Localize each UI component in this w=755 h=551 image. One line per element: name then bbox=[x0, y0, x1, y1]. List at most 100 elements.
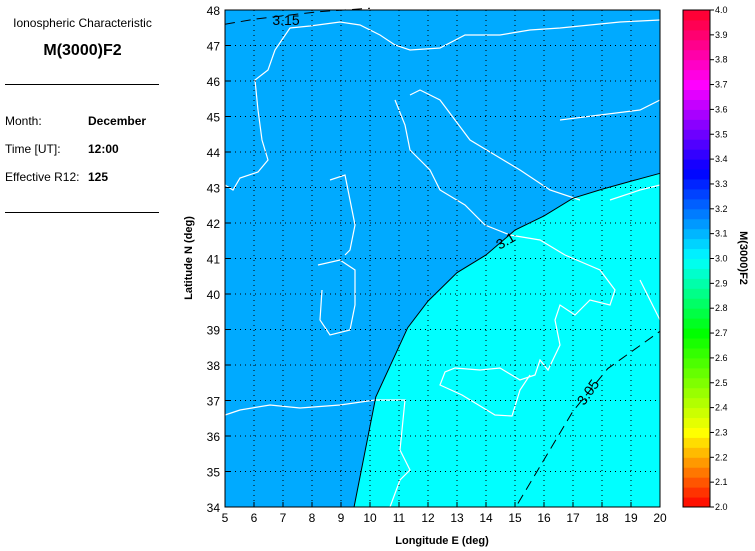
colorbar-swatch bbox=[683, 208, 710, 220]
month-value: December bbox=[88, 114, 147, 128]
colorbar-swatch bbox=[683, 288, 710, 299]
colorbar-swatch bbox=[683, 159, 710, 170]
y-tick-label: 48 bbox=[207, 4, 221, 18]
time-value: 12:00 bbox=[88, 142, 119, 156]
colorbar-swatch bbox=[683, 188, 710, 200]
colorbar-tick-label: 2.8 bbox=[715, 303, 728, 313]
colorbar-tick-label: 3.3 bbox=[715, 179, 728, 189]
x-tick-label: 16 bbox=[537, 511, 551, 525]
plot-frame bbox=[224, 9, 661, 508]
map-region-low bbox=[354, 173, 660, 508]
colorbar-tick-label: 3.4 bbox=[715, 154, 728, 164]
colorbar-tick-label: 2.4 bbox=[715, 403, 728, 413]
colorbar-tick-label: 3.8 bbox=[715, 55, 728, 65]
colorbar-swatch bbox=[683, 377, 710, 389]
colorbar-tick-label: 2.7 bbox=[715, 328, 728, 338]
colorbar-tick-label: 2.3 bbox=[715, 427, 728, 437]
r12-value: 125 bbox=[88, 170, 109, 184]
y-tick-label: 42 bbox=[207, 217, 221, 231]
y-tick-label: 47 bbox=[207, 40, 221, 54]
colorbar-swatch bbox=[683, 109, 710, 120]
colorbar-swatch bbox=[683, 99, 710, 110]
colorbar-swatch bbox=[683, 447, 710, 458]
colorbar-tick-label: 2.1 bbox=[715, 477, 728, 487]
colorbar-swatch bbox=[683, 487, 710, 498]
colorbar-swatch bbox=[683, 49, 710, 61]
y-tick-label: 35 bbox=[207, 466, 221, 480]
coastline bbox=[609, 184, 661, 201]
coastline bbox=[224, 19, 661, 191]
colorbar-swatch bbox=[683, 69, 710, 81]
x-tick-label: 20 bbox=[653, 511, 667, 525]
coastline bbox=[317, 259, 356, 336]
x-tick-label: 13 bbox=[450, 511, 464, 525]
colorbar-tick-label: 2.2 bbox=[715, 452, 728, 462]
colorbar-swatch bbox=[683, 298, 710, 309]
x-tick-label: 6 bbox=[251, 511, 258, 525]
x-tick-label: 14 bbox=[479, 511, 493, 525]
colorbar-swatch bbox=[683, 387, 710, 399]
colorbar-tick-label: 2.0 bbox=[715, 502, 728, 512]
colorbar-swatch bbox=[683, 39, 710, 51]
colorbar-swatch bbox=[683, 308, 710, 319]
colorbar-swatch bbox=[683, 347, 710, 359]
colorbar-swatch bbox=[683, 407, 710, 419]
x-tick-label: 18 bbox=[595, 511, 609, 525]
x-axis-label: Longitude E (deg) bbox=[395, 535, 489, 547]
colorbar-swatch bbox=[683, 328, 710, 339]
colorbar-swatch bbox=[683, 228, 710, 240]
colorbar-tick-label: 3.6 bbox=[715, 104, 728, 114]
colorbar-swatch bbox=[683, 367, 710, 379]
subtitle: Ionospheric Characteristic bbox=[13, 16, 152, 30]
coastline bbox=[394, 99, 616, 417]
colorbar-swatch bbox=[683, 10, 710, 21]
colorbar-tick-label: 4.0 bbox=[715, 5, 728, 15]
colorbar-tick-label: 3.1 bbox=[715, 229, 728, 239]
colorbar-swatch bbox=[683, 397, 710, 409]
contour-label: 3.15 bbox=[272, 12, 299, 28]
colorbar-swatch bbox=[683, 79, 710, 91]
colorbar-tick-label: 3.5 bbox=[715, 129, 728, 139]
colorbar-swatch bbox=[683, 198, 710, 210]
colorbar-swatch bbox=[683, 129, 710, 140]
y-tick-label: 40 bbox=[207, 288, 221, 302]
colorbar-tick-label: 2.5 bbox=[715, 378, 728, 388]
colorbar-swatch bbox=[683, 318, 710, 329]
x-tick-label: 9 bbox=[338, 511, 345, 525]
colorbar-swatch bbox=[683, 417, 710, 428]
coastline bbox=[639, 279, 661, 321]
colorbar-tick-label: 3.0 bbox=[715, 254, 728, 264]
y-tick-label: 41 bbox=[207, 253, 221, 267]
coastline bbox=[329, 174, 356, 256]
colorbar-swatch bbox=[683, 357, 710, 369]
colorbar-swatch bbox=[683, 437, 710, 448]
x-tick-label: 11 bbox=[393, 511, 406, 525]
colorbar-swatch bbox=[683, 149, 710, 160]
colorbar-swatch bbox=[683, 268, 710, 279]
y-tick-label: 44 bbox=[207, 146, 221, 160]
colorbar-label: M(3000)F2 bbox=[737, 231, 749, 285]
y-tick-label: 38 bbox=[207, 359, 221, 373]
r12-label: Effective R12: bbox=[5, 170, 80, 184]
x-tick-label: 10 bbox=[363, 511, 377, 525]
colorbar-tick-label: 3.9 bbox=[715, 30, 728, 40]
x-tick-label: 12 bbox=[421, 511, 435, 525]
colorbar-swatch bbox=[683, 427, 710, 438]
colorbar-swatch bbox=[683, 338, 710, 349]
x-tick-label: 19 bbox=[624, 511, 638, 525]
colorbar-swatch bbox=[683, 178, 710, 190]
colorbar-swatch bbox=[683, 248, 710, 259]
x-tick-label: 8 bbox=[309, 511, 316, 525]
colorbar-swatch bbox=[683, 477, 710, 488]
contour-line bbox=[353, 172, 661, 508]
colorbar-swatch bbox=[683, 258, 710, 269]
y-tick-label: 36 bbox=[207, 430, 221, 444]
x-tick-label: 15 bbox=[508, 511, 522, 525]
colorbar-swatch bbox=[683, 238, 710, 250]
time-label: Time [UT]: bbox=[5, 142, 61, 156]
divider bbox=[5, 84, 159, 85]
colorbar-swatch bbox=[683, 497, 710, 508]
x-tick-label: 7 bbox=[280, 511, 287, 525]
colorbar-swatch bbox=[683, 218, 710, 230]
